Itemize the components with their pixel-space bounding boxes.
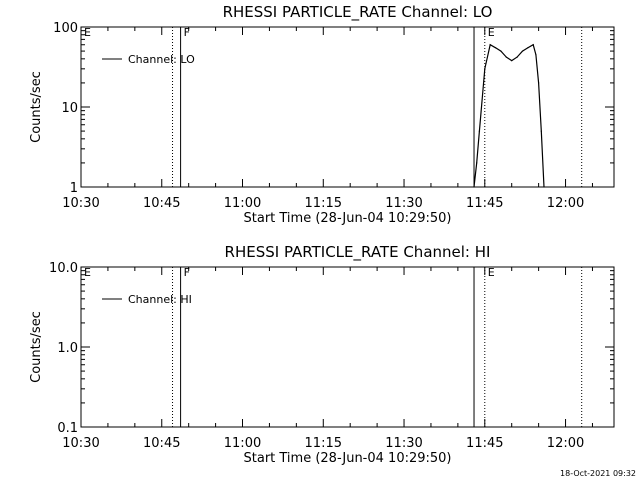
data-point: [484, 68, 486, 70]
x-tick-label: 11:15: [305, 436, 342, 451]
timestamp: 18-Oct-2021 09:32: [560, 469, 636, 478]
x-tick-label: 12:00: [547, 436, 584, 451]
data-point: [473, 186, 475, 188]
data-point: [500, 50, 502, 52]
event-marker-label: E: [488, 26, 495, 39]
data-point: [494, 47, 497, 49]
data-point: [478, 130, 481, 132]
y-tick-label: 10: [61, 101, 78, 116]
x-tick-label: 10:45: [143, 196, 180, 211]
data-point: [489, 44, 491, 46]
event-marker-label: E: [84, 266, 91, 279]
data-point: [511, 60, 513, 62]
y-axis-label: Counts/sec: [29, 71, 44, 143]
plot-frame: [80, 26, 615, 188]
data-point: [527, 47, 529, 49]
x-tick-label: 11:00: [224, 436, 261, 451]
event-marker-label: E: [488, 266, 495, 279]
x-tick-label: 12:00: [547, 196, 584, 211]
x-tick-label: 10:30: [62, 436, 99, 451]
x-axis-label: Start Time (28-Jun-04 10:29:50): [244, 211, 452, 226]
event-marker-label: F: [184, 266, 190, 279]
data-point: [532, 44, 534, 46]
data-point: [543, 186, 545, 188]
plot-frame: [80, 266, 615, 428]
legend-label: Channel: HI: [128, 293, 192, 306]
chart-title: RHESSI PARTICLE_RATE Channel: LO: [223, 3, 493, 22]
y-tick-label: 0.1: [57, 421, 78, 436]
data-point: [516, 56, 518, 58]
x-tick-label: 10:45: [143, 436, 180, 451]
y-tick-label: 1: [70, 181, 78, 196]
chart-panel-0: RHESSI PARTICLE_RATE Channel: LO 10:30 10:…: [29, 3, 615, 226]
data-point: [505, 56, 507, 58]
x-tick-label: 11:15: [305, 196, 342, 211]
data-point: [540, 130, 542, 132]
chart-panel-1: RHESSI PARTICLE_RATE Channel: HI 10:30 10:…: [29, 243, 615, 466]
data-point: [538, 82, 540, 84]
event-marker-label: E: [84, 26, 91, 39]
event-marker-label: F: [184, 26, 190, 39]
y-tick-label: 10.0: [49, 261, 78, 276]
data-point: [476, 162, 478, 164]
x-tick-label: 11:30: [385, 436, 422, 451]
x-tick-label: 11:30: [385, 196, 422, 211]
data-point: [521, 50, 524, 52]
x-tick-label: 11:00: [224, 196, 261, 211]
x-tick-label: 11:45: [466, 436, 503, 451]
chart-title: RHESSI PARTICLE_RATE Channel: HI: [225, 243, 491, 262]
x-tick-label: 11:45: [466, 196, 503, 211]
y-tick-label: 1.0: [57, 341, 78, 356]
y-axis-label: Counts/sec: [29, 311, 44, 383]
x-axis-label: Start Time (28-Jun-04 10:29:50): [244, 451, 452, 466]
data-point: [535, 54, 537, 56]
x-tick-label: 10:30: [62, 196, 99, 211]
legend-label: Channel: LO: [128, 53, 195, 66]
y-tick-label: 100: [53, 21, 78, 36]
